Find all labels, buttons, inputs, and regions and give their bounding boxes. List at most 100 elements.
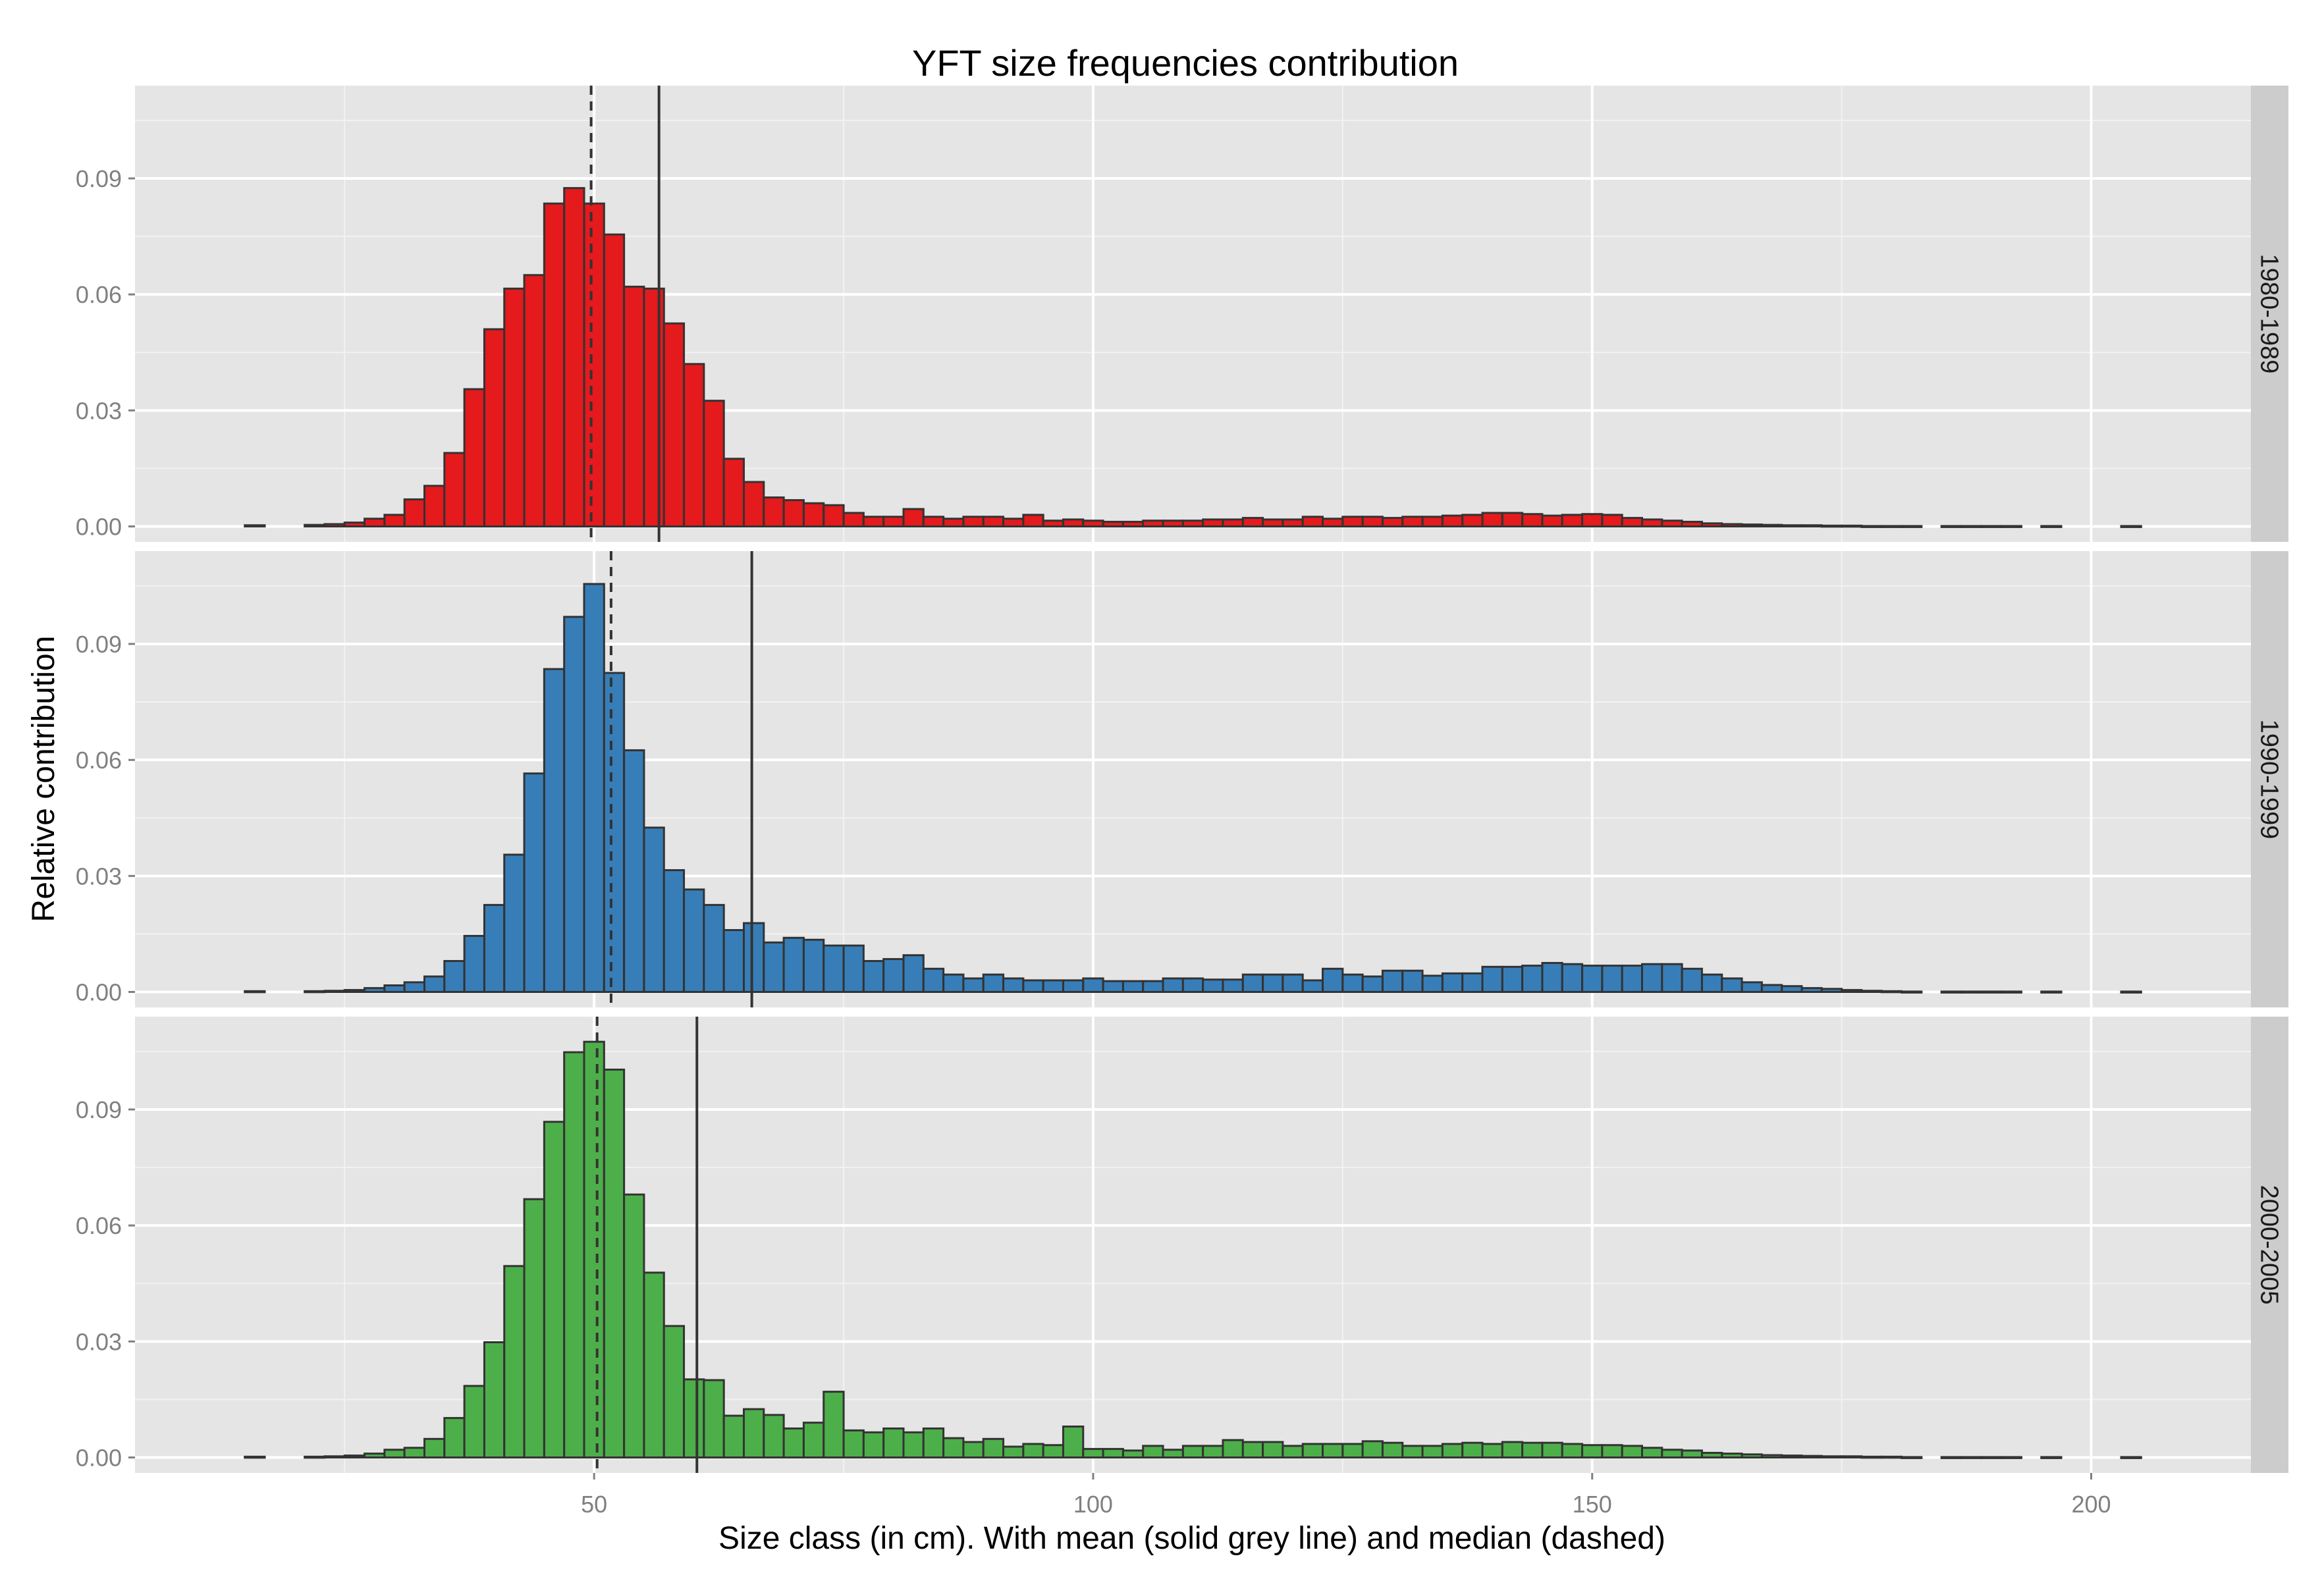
histogram-bar [703, 1379, 725, 1459]
histogram-bar [1741, 523, 1763, 528]
histogram-bar [244, 524, 266, 528]
histogram-bar [1760, 984, 1783, 994]
histogram-bar [1521, 965, 1544, 994]
histogram-bar [1561, 963, 1584, 994]
histogram-bar [623, 285, 645, 528]
histogram-bar [842, 1429, 865, 1459]
histogram-bar [563, 1051, 585, 1459]
histogram-bar [1601, 514, 1623, 528]
histogram-bar [763, 1414, 785, 1459]
facet-strip [2251, 1017, 2288, 1473]
histogram-bar [1022, 514, 1044, 528]
histogram-bar [603, 1068, 626, 1459]
facet-panel-2000-2005: 0.00 0.03 0.06 0.09 2000-2005 [76, 1017, 2288, 1473]
histogram-bar [1381, 517, 1404, 528]
histogram-bar [1062, 518, 1085, 528]
histogram-bar [662, 869, 686, 994]
histogram-bar [443, 452, 466, 528]
histogram-bar [763, 941, 785, 994]
histogram-bar [683, 1378, 705, 1459]
facet-strip-label: 2000-2005 [2256, 1185, 2283, 1305]
histogram-bar [742, 481, 765, 528]
histogram-bar [1741, 981, 1763, 994]
histogram-bar [1820, 1455, 1843, 1459]
histogram-bar [683, 888, 705, 994]
histogram-bar [483, 328, 506, 528]
panel-background [135, 1017, 2251, 1473]
histogram-bar [962, 1441, 985, 1459]
histogram-bar [1581, 513, 1604, 528]
histogram-bar [2040, 1456, 2063, 1459]
histogram-bar [1581, 965, 1604, 994]
histogram-bar [503, 287, 526, 528]
histogram-bar [1760, 523, 1783, 528]
histogram-bar [882, 958, 905, 994]
histogram-bar [244, 1455, 266, 1459]
histogram-bar [742, 1408, 765, 1459]
histogram-bar [1341, 1443, 1364, 1459]
histogram-bar [1820, 988, 1843, 994]
histogram-bar [1022, 979, 1044, 994]
histogram-bar [1282, 518, 1304, 528]
histogram-bar [463, 934, 485, 994]
histogram-bar [1222, 978, 1244, 994]
histogram-bar [662, 322, 686, 528]
histogram-bar [1262, 1441, 1284, 1459]
histogram-bar [1860, 525, 1883, 528]
histogram-bar [823, 504, 845, 528]
y-tick-label: 0.00 [76, 979, 122, 1006]
y-tick-label: 0.03 [76, 863, 122, 890]
histogram-bar [683, 363, 705, 528]
histogram-bar [603, 233, 626, 528]
histogram-bar [1781, 1455, 1803, 1459]
histogram-bar [1481, 965, 1503, 994]
histogram-bar [1641, 963, 1663, 994]
y-tick-label: 0.06 [76, 281, 122, 308]
histogram-bar [1361, 516, 1384, 528]
histogram-bar [1481, 1443, 1503, 1459]
histogram-bar [1541, 1441, 1563, 1459]
x-tick-label: 200 [2071, 1491, 2111, 1518]
histogram-bar [1421, 1445, 1444, 1459]
histogram-bar [1082, 1448, 1104, 1459]
histogram-bar [962, 977, 985, 994]
histogram-bar [1142, 980, 1164, 994]
histogram-bar [1082, 977, 1104, 994]
histogram-bar [1301, 979, 1324, 994]
histogram-bar [343, 521, 366, 528]
histogram-bar [1222, 518, 1244, 528]
histogram-bar [1301, 1443, 1324, 1459]
x-tick-label: 150 [1573, 1491, 1612, 1518]
histogram-bar [583, 202, 605, 528]
histogram-bar [1561, 1443, 1584, 1459]
histogram-bar [1042, 979, 1064, 994]
histogram-bar [423, 1437, 446, 1459]
histogram-bar [1960, 990, 1983, 994]
histogram-bars-1990-1999 [244, 583, 2142, 994]
y-tick-label: 0.00 [76, 514, 122, 541]
histogram-bar [1121, 520, 1145, 528]
histogram-bar [662, 1325, 686, 1459]
histogram-bar [982, 516, 1005, 528]
histogram-bar [802, 938, 825, 994]
histogram-bar [503, 853, 526, 994]
histogram-bar [1681, 967, 1703, 994]
histogram-bar [1322, 967, 1344, 994]
y-tick-label: 0.09 [76, 631, 122, 658]
histogram-bar [1082, 520, 1104, 528]
histogram-bar [1401, 516, 1424, 528]
histogram-bar [563, 187, 585, 528]
y-tick-label: 0.06 [76, 1212, 122, 1239]
histogram-bar [463, 1385, 485, 1459]
histogram-bar [1860, 1455, 1883, 1459]
histogram-bars-1980-1989 [244, 187, 2142, 528]
histogram-bar [982, 1437, 1005, 1459]
histogram-bar [1501, 1441, 1524, 1459]
histogram-bar [643, 826, 665, 994]
histogram-bar [1940, 525, 1962, 528]
histogram-bar [1860, 990, 1883, 994]
histogram-bar [1121, 980, 1145, 994]
histogram-bar [1262, 973, 1284, 994]
histogram-bar [1102, 1448, 1124, 1459]
histogram-bar [343, 1455, 366, 1459]
